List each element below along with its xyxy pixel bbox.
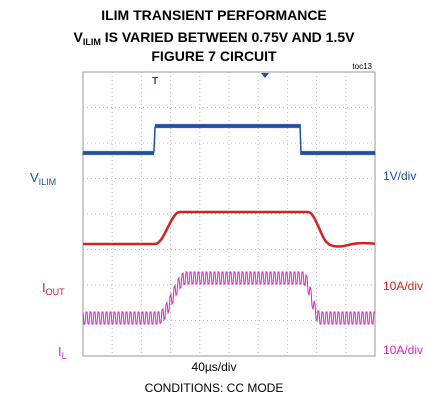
il-trace xyxy=(82,271,375,325)
iout-trace xyxy=(83,210,376,248)
title-rest: IS VARIED BETWEEN 0.75V AND 1.5V xyxy=(101,29,355,45)
trigger-position xyxy=(261,73,269,78)
trace-label-sub: ILIM xyxy=(39,177,57,187)
trace-label: IL xyxy=(58,344,67,361)
trace-scale: 10A/div xyxy=(383,343,423,357)
trace-scale: 10A/div xyxy=(383,279,423,293)
vilim-trace xyxy=(82,123,376,156)
trace-scale: 1V/div xyxy=(383,169,416,183)
grid xyxy=(83,72,375,356)
trace-label: VILIM xyxy=(30,170,56,187)
title-line1: ILIM TRANSIENT PERFORMANCE xyxy=(101,7,327,23)
trace-label-sub: OUT xyxy=(46,287,66,297)
trace-label-main: V xyxy=(30,170,39,185)
traces xyxy=(82,123,376,325)
trace-label-sub: L xyxy=(62,351,67,361)
trace-label: IOUT xyxy=(42,280,65,297)
trigger-marker: T xyxy=(152,76,158,87)
trace-label-main: I xyxy=(58,344,62,359)
title-line2: VILIM IS VARIED BETWEEN 0.75V AND 1.5V xyxy=(74,29,356,47)
title-sub: ILIM xyxy=(83,37,101,47)
tag: toc13 xyxy=(352,62,372,71)
conditions: CONDITIONS: CC MODE xyxy=(145,381,284,395)
timebase: 40µs/div xyxy=(192,360,237,374)
trace-label-main: I xyxy=(42,280,46,295)
title-v: V xyxy=(74,29,84,45)
title-line3: FIGURE 7 CIRCUIT xyxy=(151,48,277,64)
